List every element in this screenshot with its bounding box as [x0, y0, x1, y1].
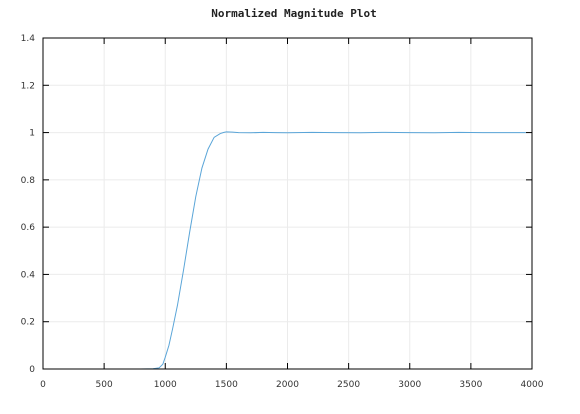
x-tick-label: 500: [96, 380, 113, 390]
x-tick-label: 2500: [337, 380, 360, 390]
y-tick-label: 0: [29, 365, 35, 375]
x-tick-label: 2000: [276, 380, 299, 390]
x-tick-label: 3500: [459, 380, 482, 390]
y-tick-label: 0.4: [21, 270, 36, 280]
grid-lines: [42, 37, 533, 370]
series-line: [43, 131, 526, 370]
chart-title: Normalized Magnitude Plot: [211, 7, 377, 20]
plot-series: [43, 131, 526, 370]
y-tick-label: 0.6: [21, 223, 36, 233]
x-tick-label: 1000: [154, 380, 177, 390]
x-tick-label: 4000: [521, 380, 544, 390]
axis-ticks: [42, 37, 533, 370]
y-tick-label: 1.2: [21, 81, 35, 91]
x-tick-label: 1500: [215, 380, 238, 390]
y-tick-label: 1.4: [21, 34, 36, 44]
x-tick-label: 3000: [398, 380, 421, 390]
tick-labels: 0 500 1000 1500 2000 2500 3000 3500 4000 0 0.2 0.4 0…: [21, 34, 544, 390]
x-tick-label: 0: [40, 380, 46, 390]
y-tick-label: 1: [29, 129, 35, 139]
y-tick-label: 0.8: [21, 176, 36, 186]
y-tick-label: 0.2: [21, 318, 35, 328]
